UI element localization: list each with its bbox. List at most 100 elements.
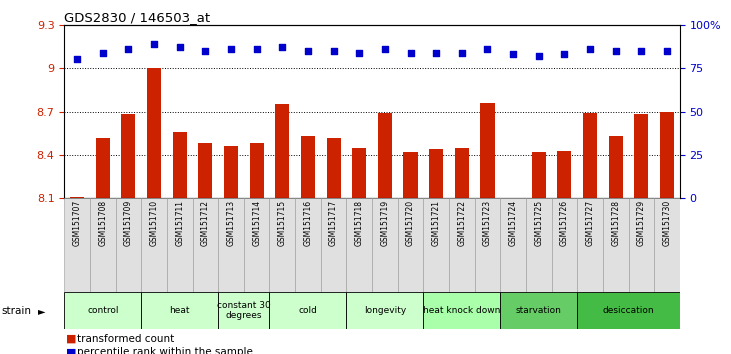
Point xyxy=(610,48,621,53)
Bar xyxy=(244,198,270,292)
Point xyxy=(72,57,83,62)
Point xyxy=(584,46,596,52)
Bar xyxy=(526,198,552,292)
Text: starvation: starvation xyxy=(516,306,561,315)
Text: GSM151725: GSM151725 xyxy=(534,200,543,246)
Point xyxy=(635,48,647,53)
Text: GSM151719: GSM151719 xyxy=(380,200,390,246)
Bar xyxy=(404,152,417,198)
Bar xyxy=(219,292,270,329)
Text: GSM151721: GSM151721 xyxy=(432,200,441,246)
Bar xyxy=(270,292,346,329)
Text: ►: ► xyxy=(38,306,45,316)
Text: GSM151712: GSM151712 xyxy=(201,200,210,246)
Point xyxy=(276,45,288,50)
Text: GSM151729: GSM151729 xyxy=(637,200,646,246)
Bar xyxy=(70,197,84,198)
Point xyxy=(405,50,417,55)
Text: ■: ■ xyxy=(66,347,76,354)
Text: GSM151730: GSM151730 xyxy=(662,200,672,246)
Text: GSM151720: GSM151720 xyxy=(406,200,415,246)
Point xyxy=(379,46,391,52)
Point xyxy=(225,46,237,52)
Point xyxy=(456,50,468,55)
Bar xyxy=(301,136,315,198)
Bar xyxy=(121,114,135,198)
Bar xyxy=(295,198,321,292)
Point xyxy=(302,48,314,53)
Bar xyxy=(224,146,238,198)
Bar xyxy=(552,198,577,292)
Point xyxy=(431,50,442,55)
Bar xyxy=(429,149,443,198)
Bar xyxy=(321,198,346,292)
Text: GSM151724: GSM151724 xyxy=(509,200,518,246)
Text: longevity: longevity xyxy=(364,306,406,315)
Bar xyxy=(90,198,115,292)
Text: heat: heat xyxy=(170,306,190,315)
Text: GSM151718: GSM151718 xyxy=(355,200,364,246)
Bar xyxy=(557,150,572,198)
Text: GSM151707: GSM151707 xyxy=(72,200,82,246)
Bar xyxy=(500,198,526,292)
Point xyxy=(661,48,673,53)
Point xyxy=(327,48,339,53)
Point xyxy=(123,46,135,52)
Bar xyxy=(480,103,495,198)
Text: GSM151722: GSM151722 xyxy=(458,200,466,246)
Bar xyxy=(660,112,674,198)
Bar xyxy=(398,198,423,292)
Bar xyxy=(423,292,500,329)
Text: GSM151717: GSM151717 xyxy=(329,200,338,246)
Point xyxy=(97,50,109,55)
Bar xyxy=(173,132,187,198)
Point xyxy=(174,45,186,50)
Bar xyxy=(64,292,141,329)
Text: GSM151723: GSM151723 xyxy=(483,200,492,246)
Point xyxy=(533,53,545,59)
Text: GSM151728: GSM151728 xyxy=(611,200,620,246)
Text: desiccation: desiccation xyxy=(603,306,654,315)
Text: constant 30
degrees: constant 30 degrees xyxy=(217,301,270,320)
Bar xyxy=(372,198,398,292)
Bar xyxy=(346,292,423,329)
Text: GSM151709: GSM151709 xyxy=(124,200,133,246)
Text: cold: cold xyxy=(298,306,317,315)
Bar xyxy=(327,138,341,198)
Text: transformed count: transformed count xyxy=(77,334,175,344)
Point xyxy=(482,46,493,52)
Text: ■: ■ xyxy=(66,334,76,344)
Point xyxy=(148,41,160,47)
Point xyxy=(558,51,570,57)
Text: GSM151727: GSM151727 xyxy=(586,200,594,246)
Text: GSM151708: GSM151708 xyxy=(98,200,107,246)
Bar xyxy=(115,198,141,292)
Bar xyxy=(378,113,392,198)
Bar xyxy=(96,138,110,198)
Text: GSM151726: GSM151726 xyxy=(560,200,569,246)
Bar xyxy=(249,143,264,198)
Bar xyxy=(583,113,597,198)
Bar xyxy=(474,198,500,292)
Text: GSM151710: GSM151710 xyxy=(150,200,159,246)
Point xyxy=(200,48,211,53)
Bar xyxy=(577,292,680,329)
Text: percentile rank within the sample: percentile rank within the sample xyxy=(77,347,254,354)
Bar xyxy=(141,292,219,329)
Point xyxy=(353,50,365,55)
Bar xyxy=(423,198,449,292)
Bar xyxy=(167,198,192,292)
Bar xyxy=(449,198,474,292)
Text: GSM151711: GSM151711 xyxy=(175,200,184,246)
Text: GSM151714: GSM151714 xyxy=(252,200,261,246)
Text: GSM151715: GSM151715 xyxy=(278,200,287,246)
Bar xyxy=(147,68,161,198)
Text: GSM151713: GSM151713 xyxy=(227,200,235,246)
Text: GSM151716: GSM151716 xyxy=(303,200,312,246)
Point xyxy=(251,46,262,52)
Bar xyxy=(141,198,167,292)
Bar xyxy=(198,143,213,198)
Text: GDS2830 / 146503_at: GDS2830 / 146503_at xyxy=(64,11,211,24)
Bar xyxy=(500,292,577,329)
Bar xyxy=(635,114,648,198)
